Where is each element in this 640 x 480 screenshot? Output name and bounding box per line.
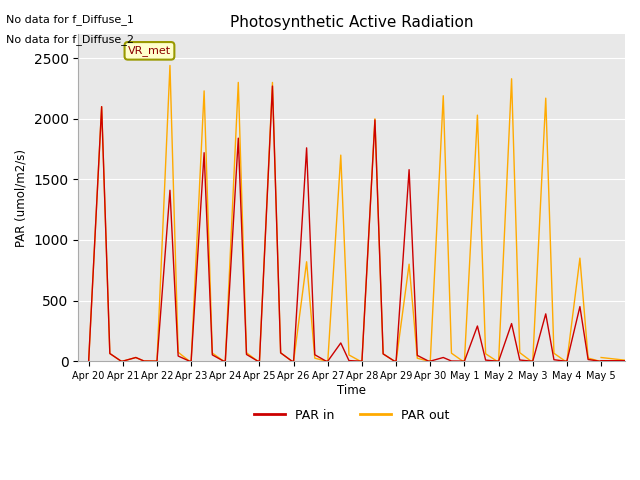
Text: No data for f_Diffuse_1: No data for f_Diffuse_1 — [6, 14, 134, 25]
X-axis label: Time: Time — [337, 384, 366, 396]
Text: VR_met: VR_met — [128, 46, 171, 56]
Legend: PAR in, PAR out: PAR in, PAR out — [249, 404, 454, 427]
Text: No data for f_Diffuse_2: No data for f_Diffuse_2 — [6, 34, 134, 45]
Title: Photosynthetic Active Radiation: Photosynthetic Active Radiation — [230, 15, 474, 30]
Y-axis label: PAR (umol/m2/s): PAR (umol/m2/s) — [15, 148, 28, 247]
